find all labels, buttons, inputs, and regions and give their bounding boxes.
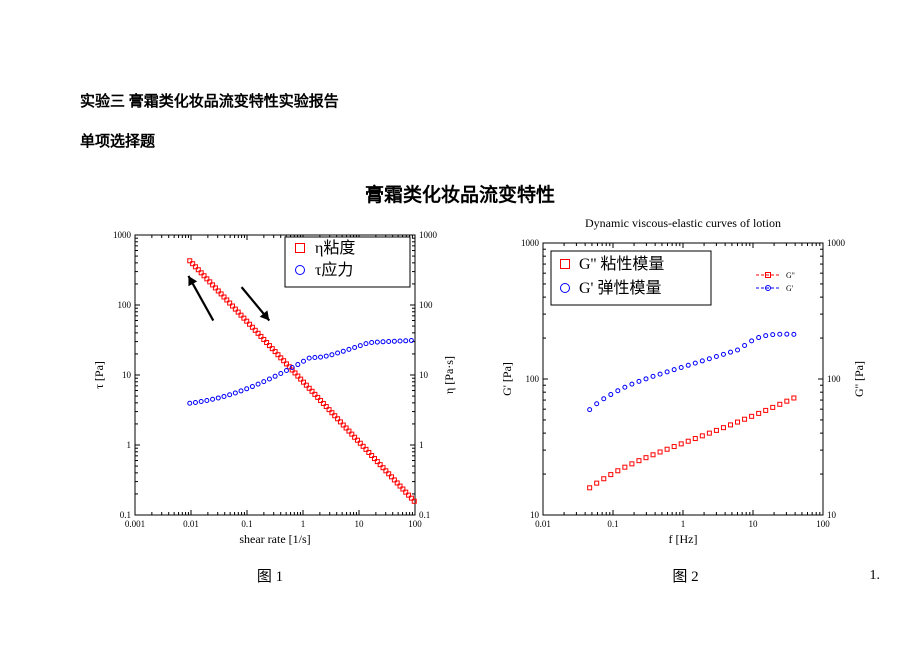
svg-text:0.1: 0.1	[120, 510, 131, 520]
svg-text:100: 100	[827, 374, 841, 384]
svg-text:0.01: 0.01	[535, 519, 551, 529]
figure-2-caption: 图 2	[488, 565, 883, 586]
svg-text:G': G'	[786, 284, 794, 293]
figure-1-caption: 图 1	[80, 565, 460, 586]
svg-text:10: 10	[419, 370, 429, 380]
svg-text:1: 1	[681, 519, 686, 529]
main-title: 膏霜类化妆品流变特性	[0, 180, 920, 207]
svg-text:G'' 粘性模量: G'' 粘性模量	[579, 255, 664, 273]
svg-text:100: 100	[816, 519, 830, 529]
svg-text:0.001: 0.001	[125, 519, 145, 529]
svg-text:G' 弹性模量: G' 弹性模量	[579, 279, 661, 297]
svg-text:10: 10	[355, 519, 365, 529]
svg-text:0.1: 0.1	[607, 519, 618, 529]
svg-text:0.1: 0.1	[241, 519, 252, 529]
svg-text:1: 1	[301, 519, 306, 529]
svg-text:100: 100	[419, 300, 433, 310]
page-footer: 1.	[870, 568, 881, 584]
svg-text:10: 10	[827, 510, 837, 520]
chart-1-svg: 0.0010.010.11101000.111010010000.1110100…	[80, 215, 460, 555]
svg-text:1: 1	[419, 440, 424, 450]
svg-text:1000: 1000	[419, 230, 438, 240]
svg-text:η粘度: η粘度	[315, 239, 355, 257]
svg-text:shear rate [1/s]: shear rate [1/s]	[239, 532, 310, 546]
figure-1: 0.0010.010.11101000.111010010000.1110100…	[80, 215, 460, 560]
svg-text:G'' [Pa]: G'' [Pa]	[852, 361, 866, 397]
figure-2: Dynamic viscous-elastic curves of lotion…	[488, 215, 883, 560]
figures-row: 0.0010.010.11101000.111010010000.1110100…	[80, 215, 880, 560]
svg-text:Dynamic viscous-elastic curves: Dynamic viscous-elastic curves of lotion	[585, 216, 781, 230]
svg-text:G'': G''	[786, 271, 795, 280]
svg-text:10: 10	[122, 370, 132, 380]
svg-text:100: 100	[118, 300, 132, 310]
svg-text:1: 1	[127, 440, 132, 450]
svg-text:1000: 1000	[113, 230, 132, 240]
svg-text:0.01: 0.01	[183, 519, 199, 529]
svg-text:τ [Pa]: τ [Pa]	[92, 361, 106, 389]
svg-text:100: 100	[408, 519, 422, 529]
svg-text:100: 100	[526, 374, 540, 384]
doc-subheader: 单项选择题	[80, 130, 155, 151]
svg-text:τ应力: τ应力	[315, 260, 353, 279]
svg-text:1000: 1000	[827, 238, 846, 248]
svg-text:1000: 1000	[521, 238, 540, 248]
svg-text:f [Hz]: f [Hz]	[669, 532, 698, 546]
chart-2-svg: Dynamic viscous-elastic curves of lotion…	[488, 215, 883, 555]
svg-text:10: 10	[530, 510, 540, 520]
svg-text:10: 10	[749, 519, 759, 529]
svg-text:η [Pa·s]: η [Pa·s]	[442, 356, 456, 394]
svg-text:G' [Pa]: G' [Pa]	[500, 362, 514, 396]
svg-text:0.1: 0.1	[419, 510, 430, 520]
doc-header: 实验三 膏霜类化妆品流变特性实验报告	[80, 90, 339, 111]
